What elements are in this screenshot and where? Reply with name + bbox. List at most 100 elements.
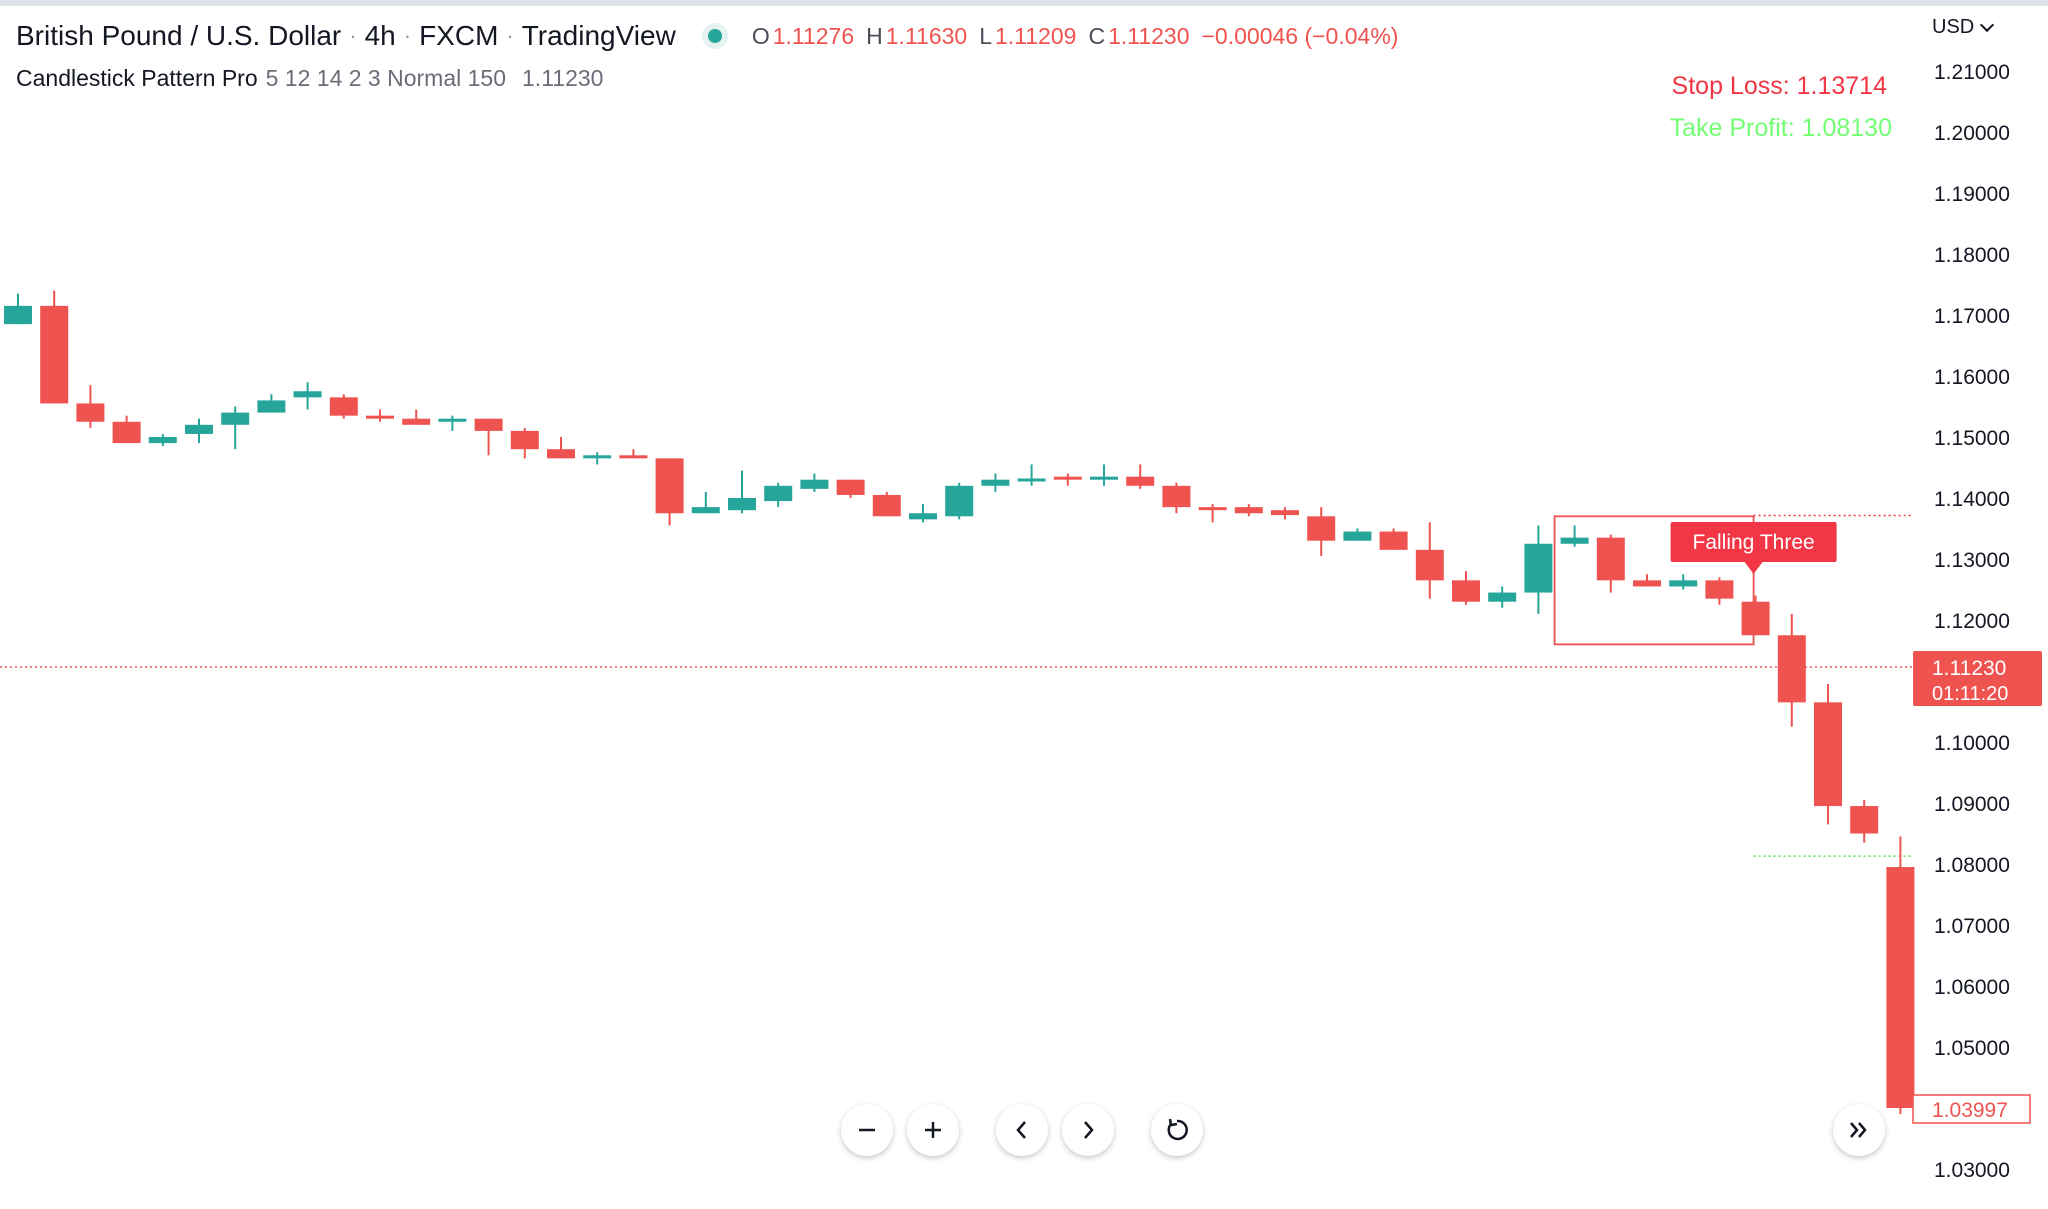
- candle-body[interactable]: [1379, 531, 1408, 550]
- ohlc-close: C 1.11230: [1088, 22, 1190, 49]
- price-change: −0.00046 (−0.04%): [1201, 22, 1399, 49]
- candle-body[interactable]: [836, 479, 865, 495]
- chevron-right-icon: [1084, 1121, 1094, 1139]
- indicator-legend[interactable]: Candlestick Pattern Pro 5 12 14 2 3 Norm…: [16, 60, 603, 96]
- candle-body[interactable]: [1633, 580, 1661, 587]
- candle-body[interactable]: [257, 400, 286, 413]
- candle-body[interactable]: [655, 458, 684, 514]
- source-label: TradingView: [521, 20, 676, 51]
- candle-body[interactable]: [1126, 476, 1155, 486]
- scroll-right-button[interactable]: [1062, 1104, 1114, 1156]
- market-status-icon[interactable]: [707, 29, 722, 43]
- candle-body[interactable]: [909, 513, 937, 520]
- low-price-badge: [1912, 1094, 2031, 1124]
- candle-body[interactable]: [1198, 507, 1227, 511]
- low-price-label: 1.03997: [1932, 1099, 2008, 1122]
- candle-body[interactable]: [1669, 580, 1698, 587]
- candle-body[interactable]: [1271, 510, 1299, 516]
- price-tick-label: 1.21000: [1934, 61, 2010, 84]
- indicator-name[interactable]: Candlestick Pattern Pro: [16, 64, 258, 91]
- candle-body[interactable]: [728, 498, 756, 511]
- candle-body[interactable]: [1596, 537, 1625, 581]
- bar-countdown-label: 01:11:20: [1932, 683, 2008, 705]
- indicator-params: 5 12 14 2 3 Normal 150: [265, 64, 507, 91]
- symbol-name[interactable]: British Pound / U.S. Dollar: [16, 20, 342, 51]
- last-price-label: 1.11230: [1932, 657, 2006, 680]
- candle-body[interactable]: [1343, 531, 1372, 541]
- candle-body[interactable]: [185, 424, 213, 434]
- price-tick-label: 1.17000: [1934, 305, 2010, 328]
- candle-body[interactable]: [474, 418, 503, 431]
- candle-body[interactable]: [619, 455, 648, 459]
- currency-selector[interactable]: USD: [1932, 16, 1995, 39]
- candle-body[interactable]: [691, 507, 720, 514]
- pattern-highlight-box[interactable]: [1553, 515, 1755, 646]
- pattern-label: Falling Three: [1693, 531, 1815, 554]
- pattern-label-pointer: [1744, 562, 1763, 574]
- chevron-down-icon: [1980, 17, 1995, 32]
- candle-body[interactable]: [438, 418, 467, 422]
- candle-body[interactable]: [1162, 485, 1191, 508]
- candle-body[interactable]: [1560, 537, 1589, 544]
- candle-body[interactable]: [583, 455, 612, 459]
- candle-body[interactable]: [293, 391, 322, 398]
- ohlc-open: O 1.11276: [751, 22, 855, 49]
- candle-body[interactable]: [1741, 601, 1770, 636]
- zoom-out-button[interactable]: [841, 1104, 893, 1156]
- candle-body[interactable]: [1234, 507, 1263, 514]
- price-tick-label: 1.03000: [1934, 1159, 2010, 1182]
- candle-body[interactable]: [221, 412, 250, 425]
- take-profit-label: Take Profit: 1.08130: [1669, 114, 1892, 142]
- candle-body[interactable]: [1452, 580, 1480, 602]
- zoom-in-button[interactable]: [907, 1104, 959, 1156]
- candle-body[interactable]: [76, 403, 105, 422]
- reset-icon: [1167, 1118, 1188, 1141]
- candle-body[interactable]: [981, 479, 1010, 486]
- candle-body[interactable]: [4, 305, 32, 325]
- candle-body[interactable]: [40, 305, 69, 404]
- price-tick-label: 1.20000: [1934, 122, 2010, 145]
- candle-body[interactable]: [510, 430, 539, 450]
- candle-body[interactable]: [1307, 516, 1336, 541]
- price-tick-label: 1.15000: [1934, 427, 2010, 450]
- minus-icon: [859, 1128, 875, 1132]
- candle-body[interactable]: [800, 479, 829, 489]
- candle-body[interactable]: [945, 485, 974, 517]
- candle-body[interactable]: [329, 397, 358, 416]
- reset-chart-button[interactable]: [1151, 1104, 1203, 1156]
- price-tick-label: 1.16000: [1934, 366, 2010, 389]
- candle-body[interactable]: [764, 485, 793, 502]
- scroll-to-realtime-button[interactable]: [1833, 1104, 1885, 1156]
- last-price-badge: [1913, 650, 2042, 706]
- price-tick-label: 1.18000: [1934, 244, 2010, 267]
- candle-body[interactable]: [402, 418, 431, 425]
- candle-body[interactable]: [547, 449, 575, 459]
- candle-body[interactable]: [1777, 635, 1806, 703]
- candle-body[interactable]: [1415, 549, 1444, 581]
- price-tick-label: 1.07000: [1934, 915, 2010, 938]
- candle-body[interactable]: [1814, 702, 1842, 807]
- candle-body[interactable]: [148, 437, 177, 444]
- candle-body[interactable]: [1053, 476, 1082, 480]
- candle-body[interactable]: [1850, 806, 1879, 834]
- candle-body[interactable]: [366, 415, 394, 419]
- price-tick-label: 1.10000: [1934, 732, 2010, 755]
- candle-body[interactable]: [872, 494, 901, 517]
- candle-body[interactable]: [1524, 543, 1553, 593]
- interval-label[interactable]: 4h: [364, 20, 396, 51]
- candle-body[interactable]: [1705, 580, 1734, 599]
- indicator-value: 1.11230: [522, 64, 604, 91]
- candle-body[interactable]: [112, 421, 141, 444]
- price-tick-label: 1.05000: [1934, 1037, 2010, 1060]
- pattern-label-box[interactable]: [1670, 522, 1837, 562]
- price-tick-label: 1.12000: [1934, 610, 2010, 633]
- price-tick-label: 1.13000: [1934, 549, 2010, 572]
- candle-body[interactable]: [1090, 476, 1118, 480]
- candle-body[interactable]: [1886, 867, 1915, 1108]
- candle-body[interactable]: [1017, 478, 1046, 482]
- candle-body[interactable]: [1488, 592, 1517, 602]
- price-tick-label: 1.08000: [1934, 854, 2010, 877]
- scroll-left-button[interactable]: [996, 1104, 1048, 1156]
